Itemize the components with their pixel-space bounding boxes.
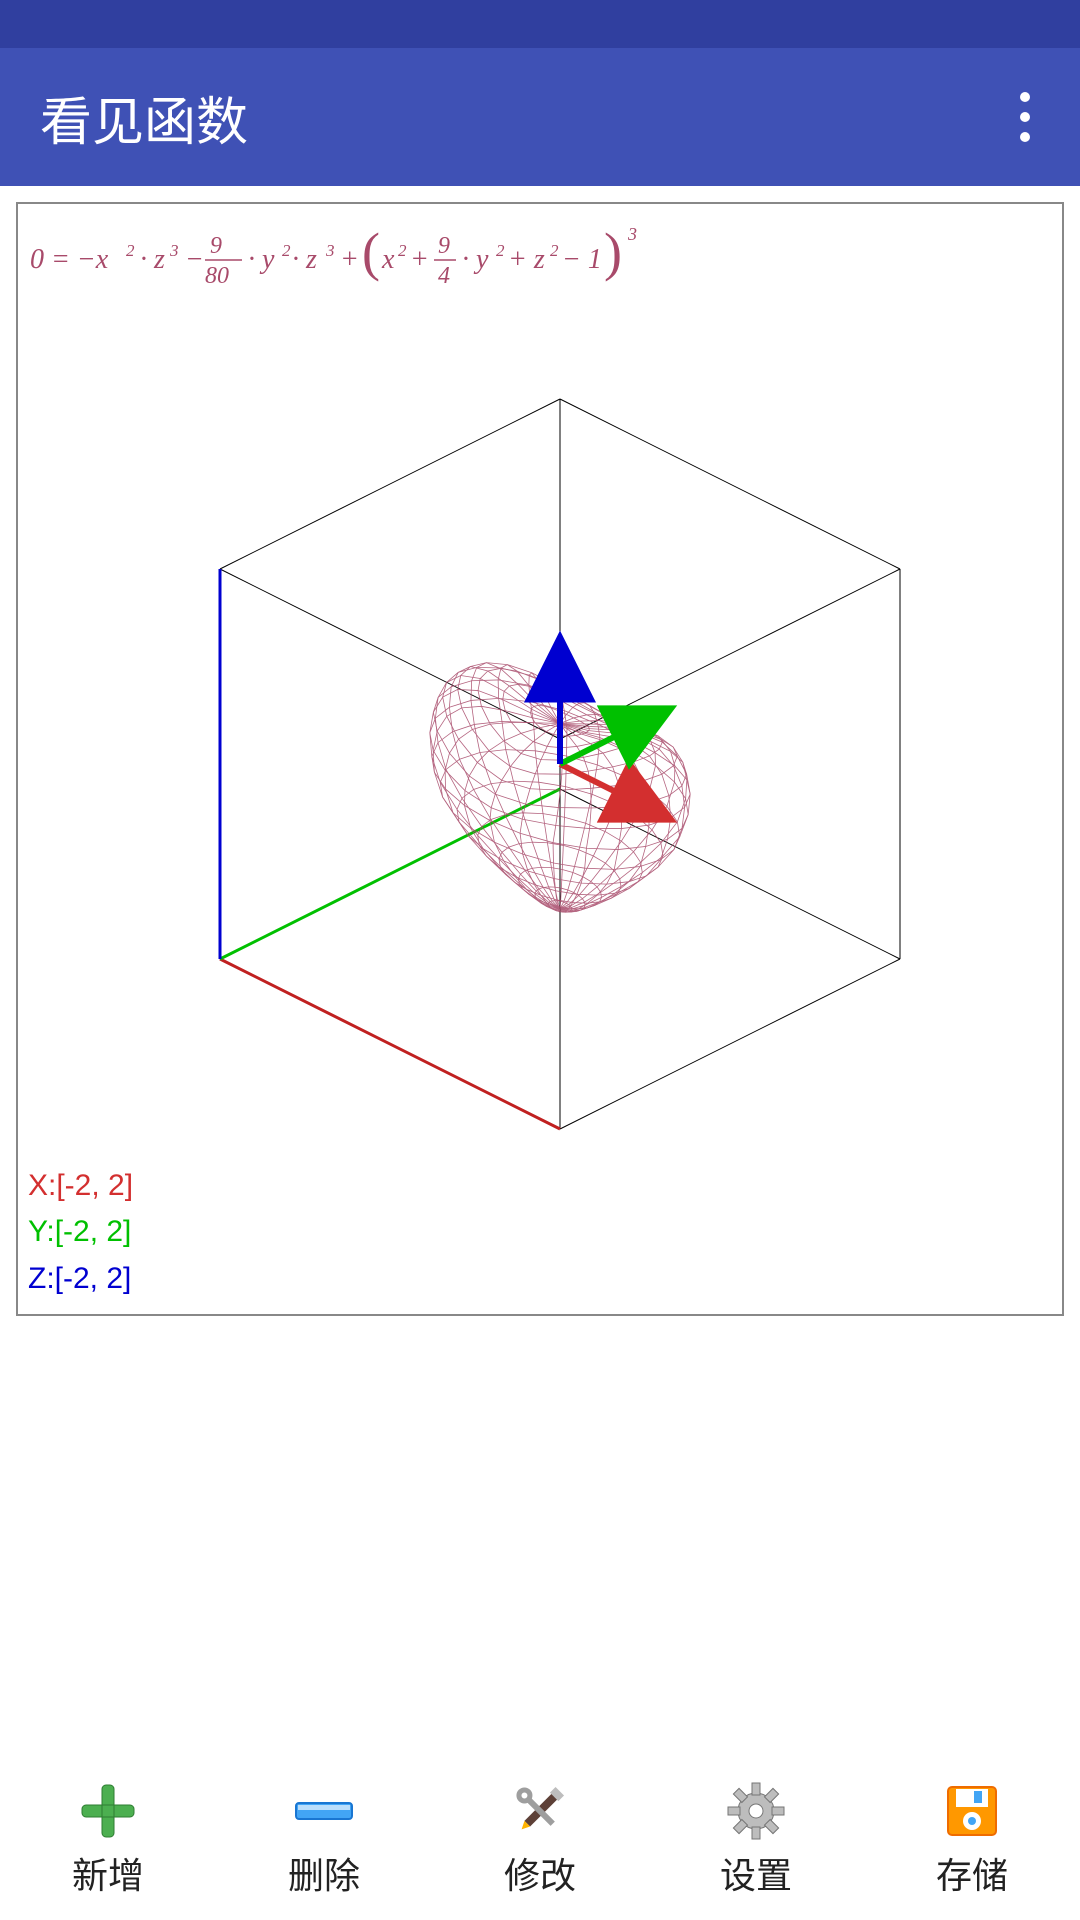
plot-3d-view[interactable] [18, 204, 1062, 1314]
delete-label: 删除 [288, 1847, 360, 1899]
axis-range-labels: X:[-2, 2] Y:[-2, 2] Z:[-2, 2] [28, 1163, 133, 1303]
plot-canvas[interactable]: 0 = −x2 · z3 − 9 80 · y2 · z3 + ( x2 + 9… [16, 202, 1064, 1316]
bottom-toolbar: 新增 删除 修改 [0, 1760, 1080, 1920]
status-bar [0, 0, 1080, 48]
more-menu-button[interactable] [1010, 82, 1040, 152]
app-bar: 看见函数 [0, 48, 1080, 186]
x-range-label: X:[-2, 2] [28, 1163, 133, 1210]
save-label: 存储 [936, 1847, 1008, 1899]
minus-icon [284, 1781, 364, 1841]
save-button[interactable]: 存储 [897, 1781, 1047, 1899]
add-label: 新增 [72, 1847, 144, 1899]
add-button[interactable]: 新增 [33, 1781, 183, 1899]
settings-label: 设置 [720, 1847, 792, 1899]
save-icon [932, 1781, 1012, 1841]
plus-icon [68, 1781, 148, 1841]
delete-button[interactable]: 删除 [249, 1781, 399, 1899]
tools-icon [500, 1781, 580, 1841]
edit-label: 修改 [504, 1847, 576, 1899]
settings-button[interactable]: 设置 [681, 1781, 831, 1899]
z-range-label: Z:[-2, 2] [28, 1256, 133, 1303]
y-range-label: Y:[-2, 2] [28, 1209, 133, 1256]
gear-icon [716, 1781, 796, 1841]
edit-button[interactable]: 修改 [465, 1781, 615, 1899]
app-title: 看见函数 [40, 80, 248, 155]
